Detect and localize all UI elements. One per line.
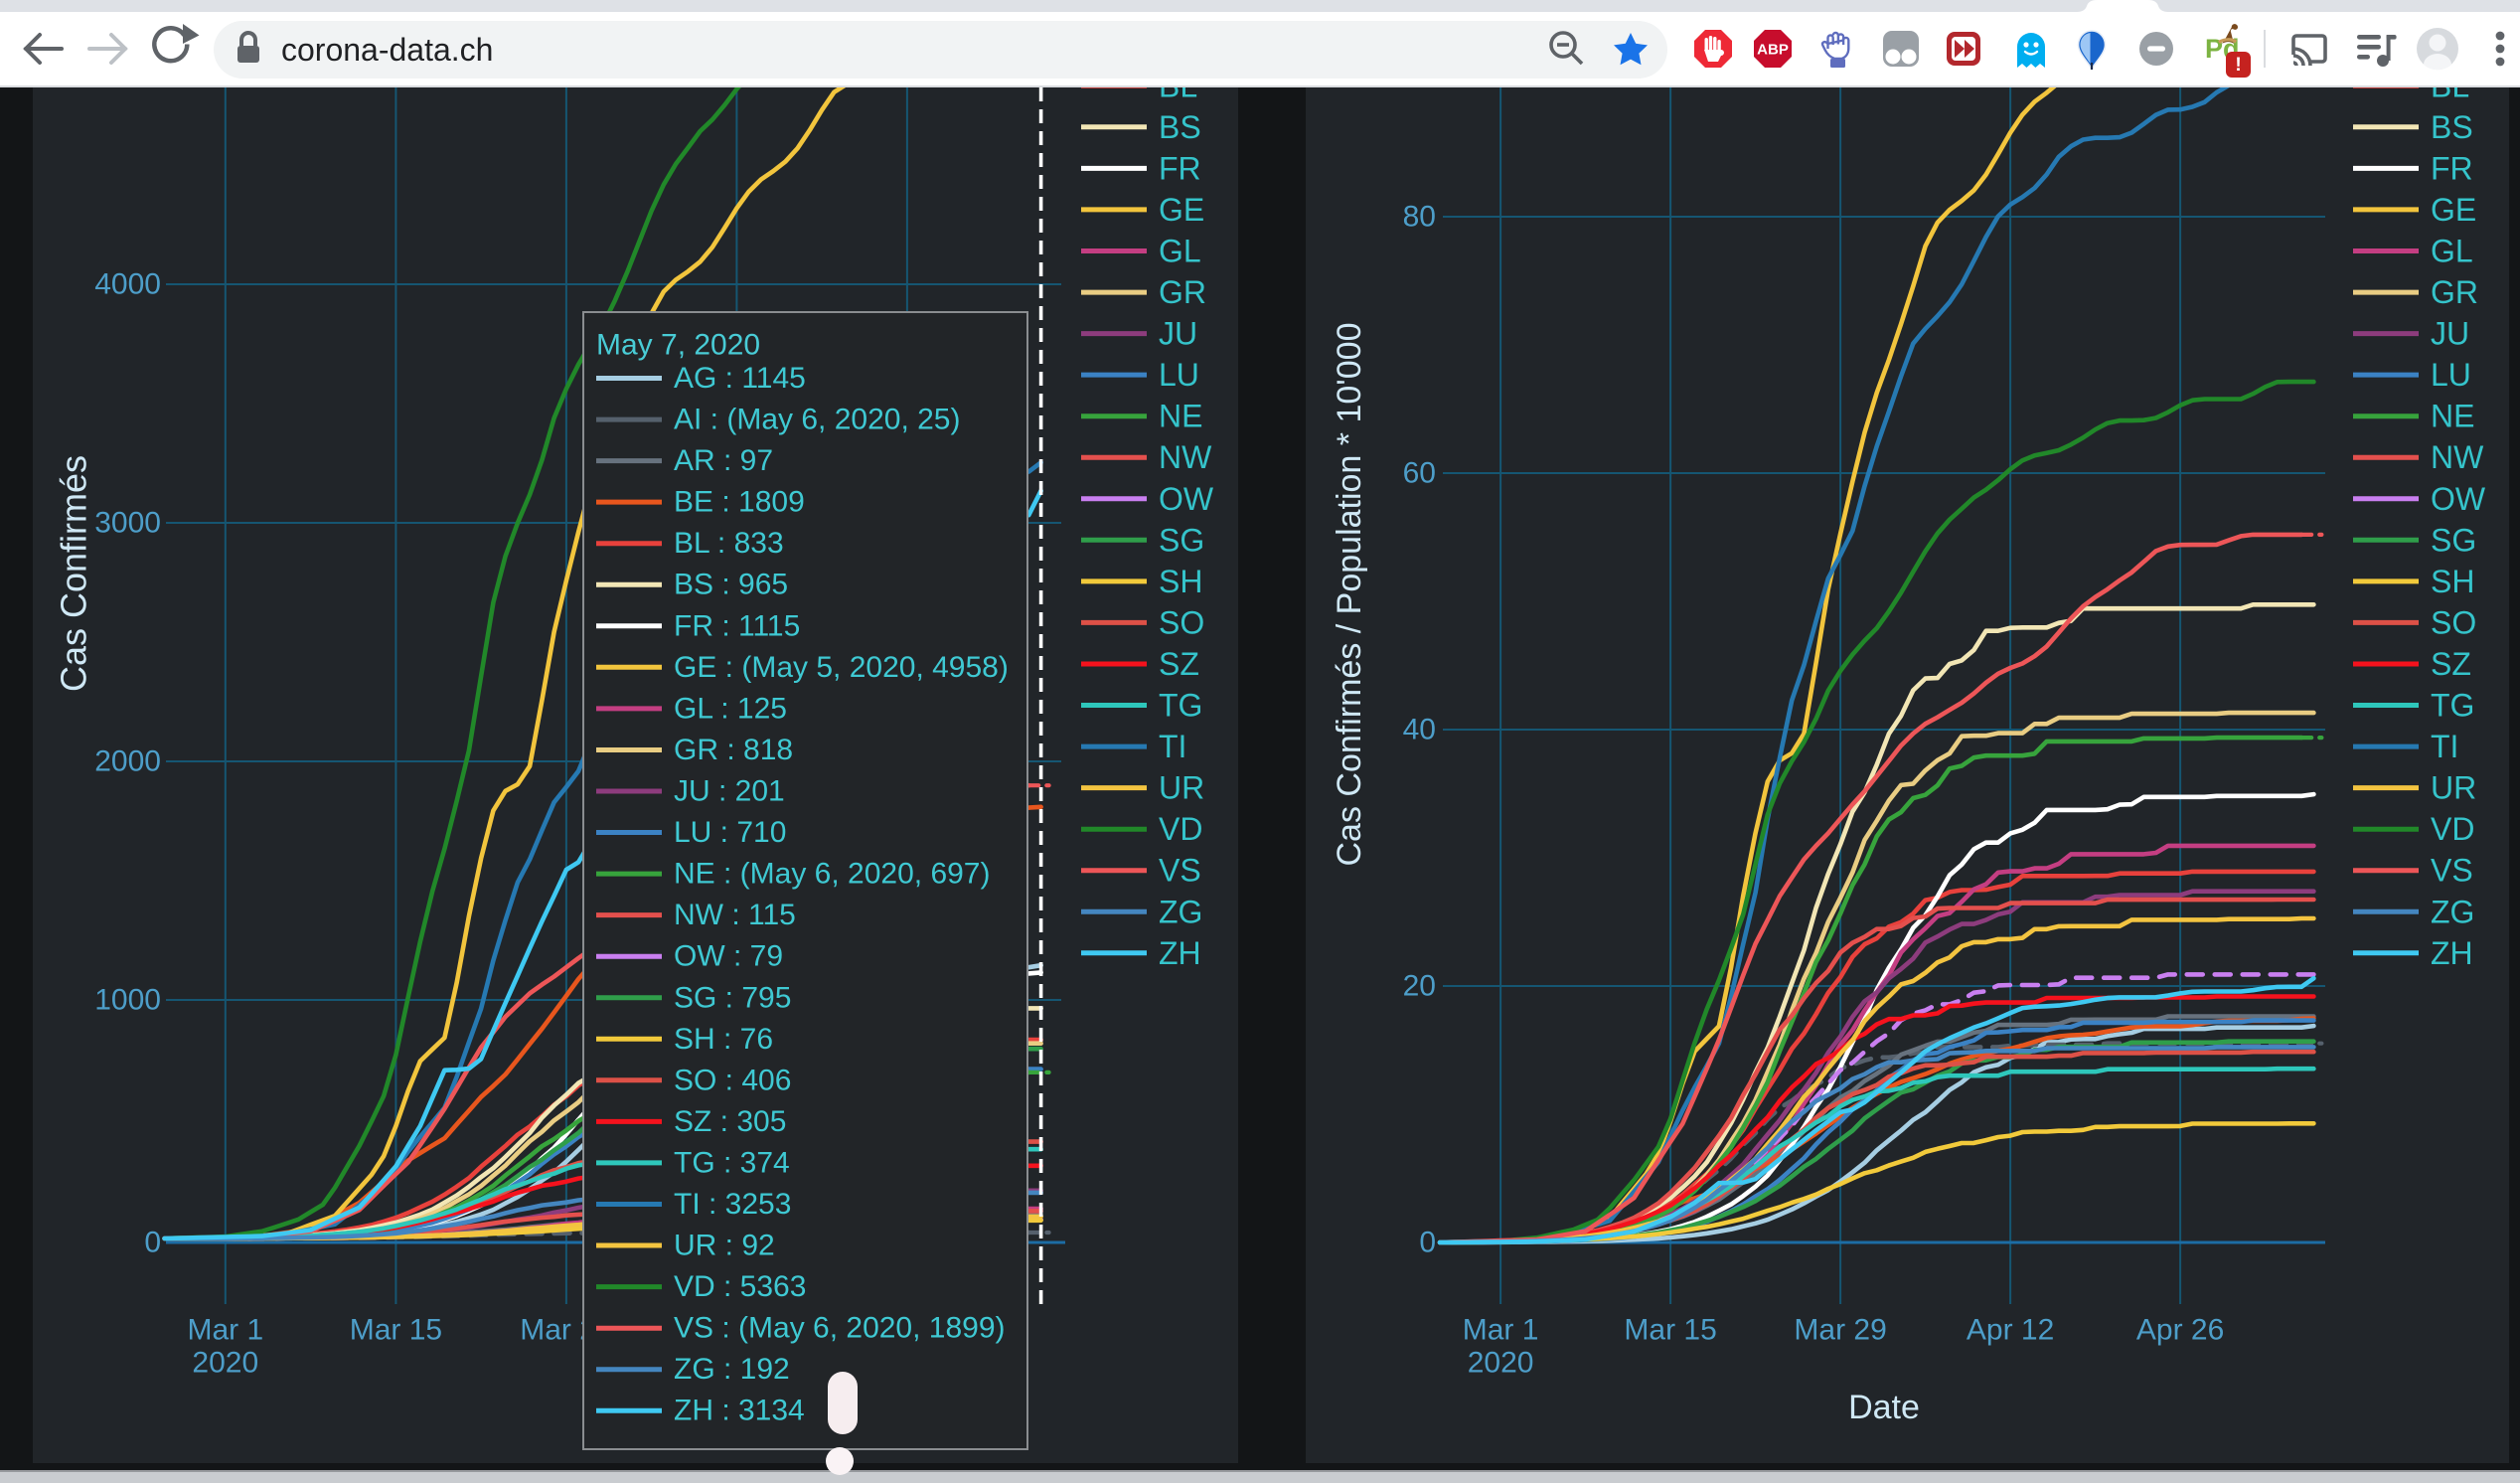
svg-text:BS: BS xyxy=(2431,109,2473,145)
svg-text:60: 60 xyxy=(1403,457,1436,490)
svg-text:ABP: ABP xyxy=(1757,42,1789,59)
svg-text:SG: SG xyxy=(2431,522,2476,558)
svg-text:OW: OW xyxy=(1159,481,1214,517)
svg-text:SO: SO xyxy=(2431,604,2476,640)
svg-text:3000: 3000 xyxy=(94,507,161,540)
svg-text:BL: BL xyxy=(1159,87,1197,103)
svg-text:TI : 3253: TI : 3253 xyxy=(674,1188,791,1221)
svg-text:TI: TI xyxy=(2431,729,2458,764)
svg-text:Mar 15: Mar 15 xyxy=(1624,1314,1716,1347)
svg-text:ZH: ZH xyxy=(1159,935,1201,971)
svg-text:BS: BS xyxy=(1159,109,1201,145)
svg-text:80: 80 xyxy=(1403,201,1436,234)
svg-text:AR : 97: AR : 97 xyxy=(674,444,773,477)
svg-text:Mar 1: Mar 1 xyxy=(187,1314,263,1347)
svg-text:May 7, 2020: May 7, 2020 xyxy=(596,329,760,362)
svg-text:VS: VS xyxy=(2431,853,2473,889)
svg-text:FR: FR xyxy=(2431,150,2473,186)
svg-text:GR: GR xyxy=(2431,274,2478,310)
svg-text:Apr 26: Apr 26 xyxy=(2136,1314,2224,1347)
svg-text:JU : 201: JU : 201 xyxy=(674,775,785,808)
svg-text:0: 0 xyxy=(1419,1227,1436,1259)
svg-text:GE: GE xyxy=(1159,192,1204,228)
svg-text:LU: LU xyxy=(1159,357,1199,393)
svg-text:LU : 710: LU : 710 xyxy=(674,816,786,849)
svg-text:JU: JU xyxy=(2431,316,2469,352)
svg-text:corona-data.ch: corona-data.ch xyxy=(281,32,493,68)
svg-text:NW : 115: NW : 115 xyxy=(674,899,796,931)
svg-text:GE: GE xyxy=(2431,192,2476,228)
svg-text:20: 20 xyxy=(1403,970,1436,1003)
svg-text:Cas Confirmés / Population * 1: Cas Confirmés / Population * 10'000 xyxy=(1331,322,1368,866)
svg-text:UR: UR xyxy=(1159,770,1204,806)
svg-text:NE: NE xyxy=(1159,399,1202,434)
svg-text:BE : 1809: BE : 1809 xyxy=(674,486,805,519)
svg-text:FR: FR xyxy=(1159,150,1201,186)
svg-text:ZG: ZG xyxy=(1159,894,1202,929)
svg-text:GE : (May 5, 2020, 4958): GE : (May 5, 2020, 4958) xyxy=(674,651,1009,684)
svg-text:2000: 2000 xyxy=(94,745,161,778)
svg-text:SZ: SZ xyxy=(2431,646,2471,682)
svg-text:!: ! xyxy=(2235,55,2241,76)
svg-text:SZ: SZ xyxy=(1159,646,1199,682)
svg-text:SO: SO xyxy=(1159,604,1204,640)
svg-text:GR: GR xyxy=(1159,274,1206,310)
svg-text:NW: NW xyxy=(2431,439,2484,475)
svg-text:VS : (May 6, 2020, 1899): VS : (May 6, 2020, 1899) xyxy=(674,1312,1006,1345)
svg-text:VD: VD xyxy=(1159,811,1202,847)
svg-text:Mar 1: Mar 1 xyxy=(1463,1314,1539,1347)
svg-text:AG : 1145: AG : 1145 xyxy=(674,362,806,395)
svg-text:1000: 1000 xyxy=(94,984,161,1017)
svg-text:SH: SH xyxy=(2431,564,2474,599)
svg-text:JU: JU xyxy=(1159,316,1197,352)
svg-text:Date: Date xyxy=(1848,1389,1920,1426)
svg-text:ZH : 3134: ZH : 3134 xyxy=(674,1395,805,1427)
svg-text:SZ : 305: SZ : 305 xyxy=(674,1105,786,1138)
svg-text:Mar 29: Mar 29 xyxy=(1794,1314,1886,1347)
svg-text:NW: NW xyxy=(1159,439,1212,475)
svg-text:ZG: ZG xyxy=(2431,894,2474,929)
svg-text:SG : 795: SG : 795 xyxy=(674,981,791,1014)
svg-text:UR : 92: UR : 92 xyxy=(674,1230,775,1262)
svg-text:4000: 4000 xyxy=(94,268,161,301)
svg-text:SG: SG xyxy=(1159,522,1204,558)
svg-text:GR : 818: GR : 818 xyxy=(674,734,793,766)
svg-text:BS : 965: BS : 965 xyxy=(674,569,788,601)
svg-text:NE : (May 6, 2020, 697): NE : (May 6, 2020, 697) xyxy=(674,858,991,891)
svg-text:Cas Confirmés: Cas Confirmés xyxy=(54,455,94,692)
svg-text:BL: BL xyxy=(2431,87,2469,103)
svg-text:GL: GL xyxy=(1159,234,1201,269)
svg-text:OW: OW xyxy=(2431,481,2486,517)
svg-text:SO : 406: SO : 406 xyxy=(674,1064,791,1096)
svg-text:GL : 125: GL : 125 xyxy=(674,692,787,725)
svg-text:SH: SH xyxy=(1159,564,1202,599)
svg-text:TG: TG xyxy=(2431,688,2474,724)
svg-text:UR: UR xyxy=(2431,770,2476,806)
svg-text:TG : 374: TG : 374 xyxy=(674,1146,790,1179)
svg-text:40: 40 xyxy=(1403,714,1436,746)
svg-text:ZH: ZH xyxy=(2431,935,2473,971)
svg-text:Apr 12: Apr 12 xyxy=(1967,1314,2054,1347)
svg-text:NE: NE xyxy=(2431,399,2474,434)
svg-text:VS: VS xyxy=(1159,853,1201,889)
svg-text:VD: VD xyxy=(2431,811,2474,847)
svg-text:TI: TI xyxy=(1159,729,1186,764)
svg-text:FR : 1115: FR : 1115 xyxy=(674,609,800,642)
svg-text:OW : 79: OW : 79 xyxy=(674,940,783,973)
svg-text:VD : 5363: VD : 5363 xyxy=(674,1270,806,1303)
svg-text:LU: LU xyxy=(2431,357,2471,393)
svg-text:BL : 833: BL : 833 xyxy=(674,527,784,560)
svg-text:Mar 15: Mar 15 xyxy=(350,1314,442,1347)
svg-text:AI : (May 6, 2020, 25): AI : (May 6, 2020, 25) xyxy=(674,404,960,436)
svg-text:0: 0 xyxy=(144,1227,161,1259)
svg-text:SH : 76: SH : 76 xyxy=(674,1023,773,1056)
svg-text:2020: 2020 xyxy=(192,1347,258,1380)
svg-text:GL: GL xyxy=(2431,234,2473,269)
svg-text:ZG : 192: ZG : 192 xyxy=(674,1353,790,1386)
svg-text:2020: 2020 xyxy=(1468,1347,1534,1380)
svg-text:TG: TG xyxy=(1159,688,1202,724)
